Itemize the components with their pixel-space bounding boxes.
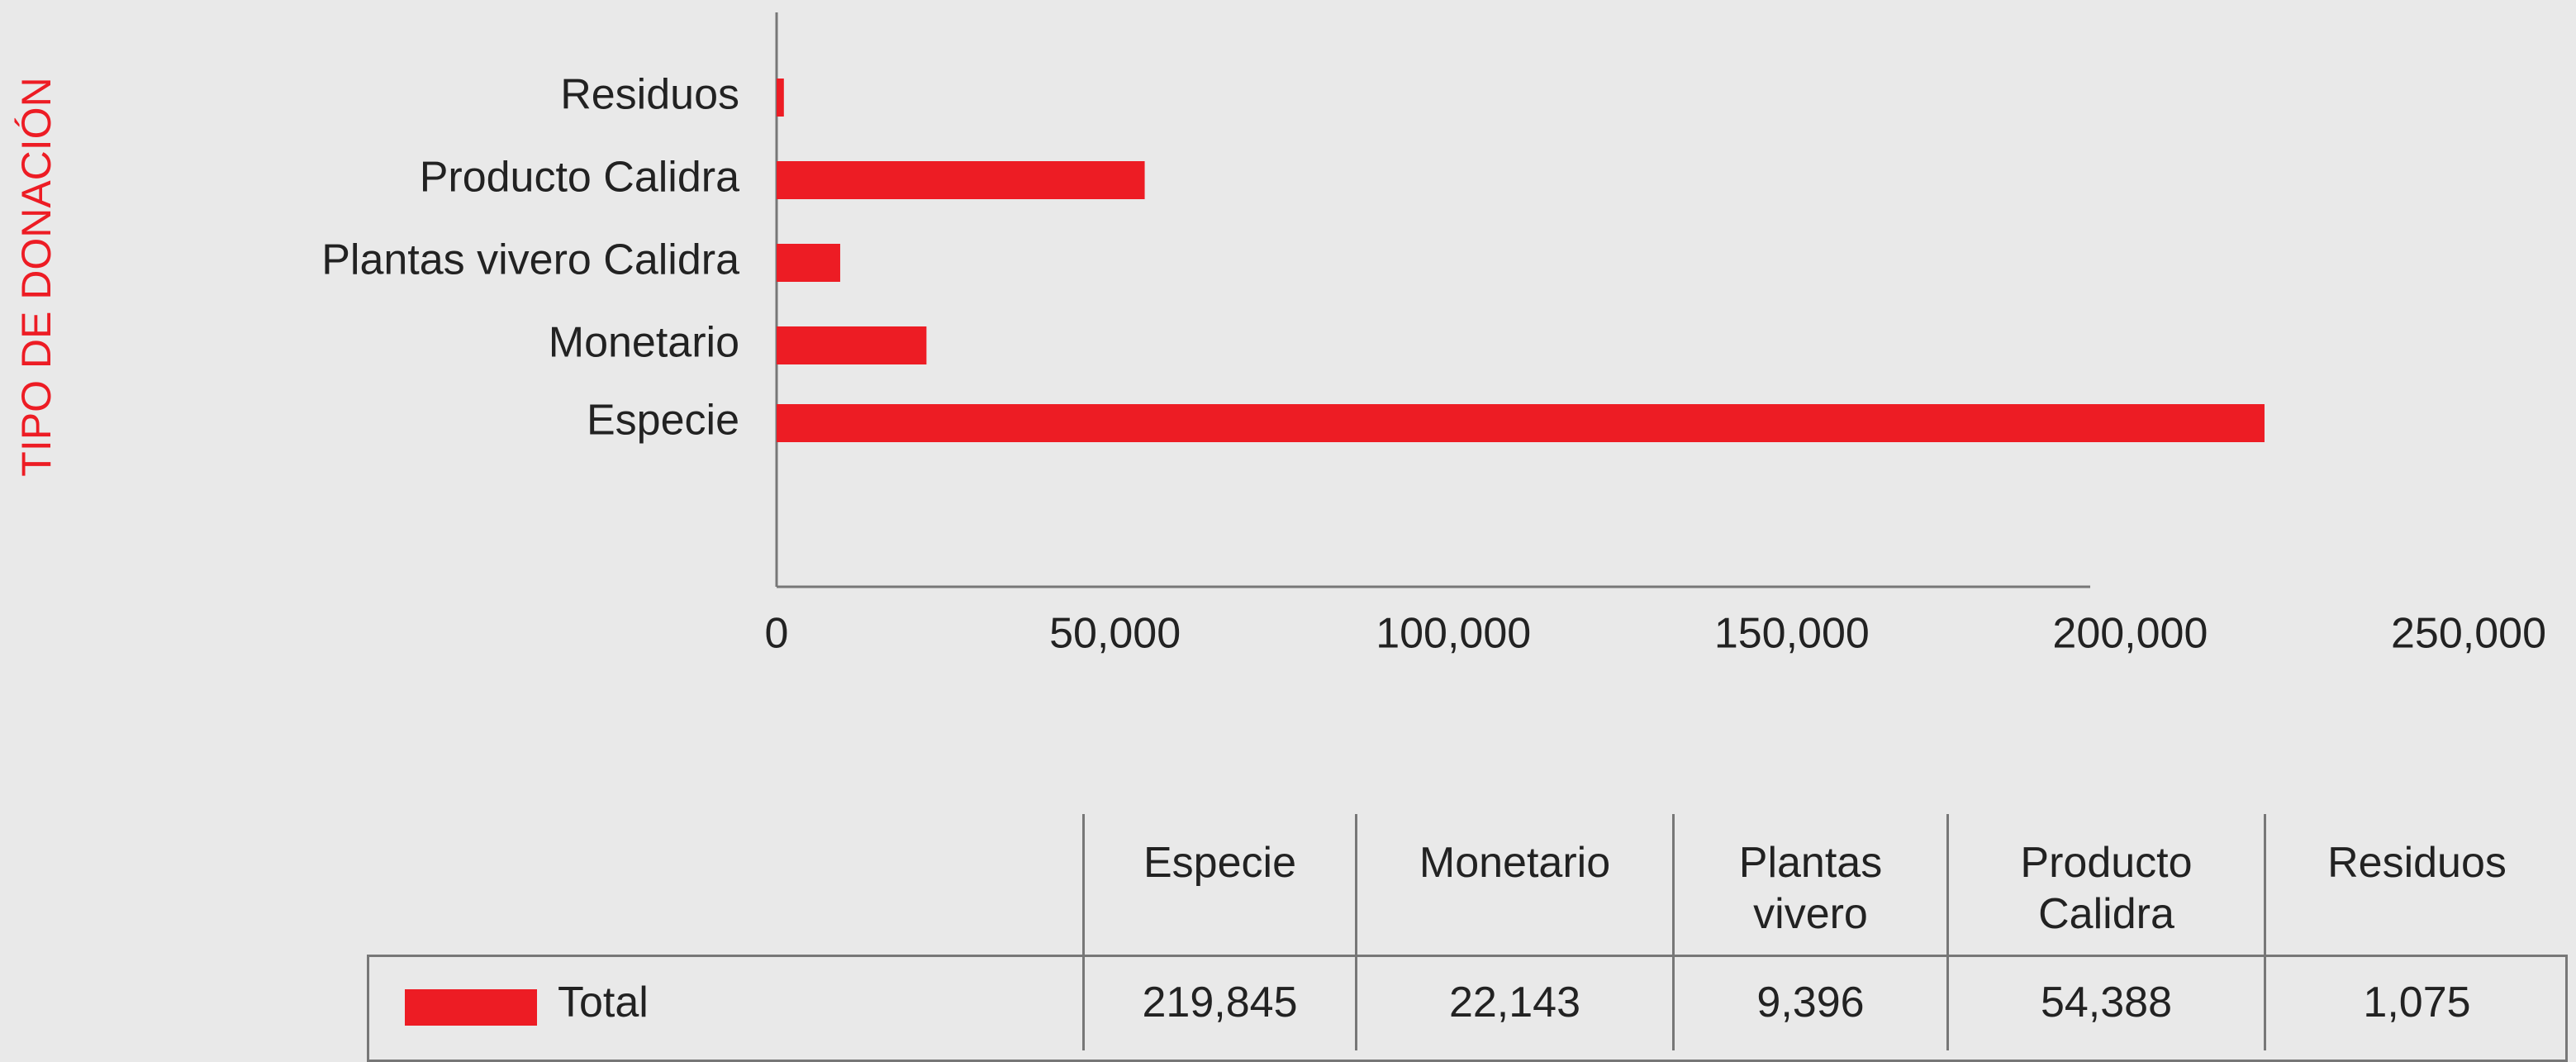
y-tick-label: Especie [587,397,739,445]
bar [777,404,2265,442]
column-header: Producto Calidra [1946,814,2264,955]
column-header: Plantas vivero [1672,814,1946,955]
bar [777,79,784,117]
legend-swatch [405,989,537,1026]
x-tick-label: 0 [765,610,789,658]
axis-title: TIPO DE DONACIÓN [13,77,59,476]
x-tick-label: 50,000 [1049,610,1181,658]
column-header: Especie [1082,814,1355,955]
y-tick-label: Monetario [549,319,739,367]
bar [777,244,840,282]
y-tick-label: Plantas vivero Calidra [321,236,739,284]
x-tick-label: 100,000 [1376,610,1531,658]
table-cell: 54,388 [1946,955,2264,1050]
bar [777,326,927,364]
bar [777,161,1145,199]
table-cell: 219,845 [1082,955,1355,1050]
y-tick-label: Residuos [560,71,739,119]
legend-label: Total [558,979,649,1026]
table-cell: 1,075 [2264,955,2568,1050]
table-cell: 22,143 [1355,955,1672,1050]
column-header: Monetario [1355,814,1672,955]
chart: TIPO DE DONACIÓN 0 50,000 100,000 150,000 20… [13,12,2546,658]
x-tick-label: 200,000 [2052,610,2208,658]
y-tick-label: Producto Calidra [420,154,739,202]
table-cell: 9,396 [1672,955,1946,1050]
x-tick-label: 250,000 [2391,610,2546,658]
x-tick-label: 150,000 [1714,610,1870,658]
column-header: Residuos [2264,814,2568,955]
